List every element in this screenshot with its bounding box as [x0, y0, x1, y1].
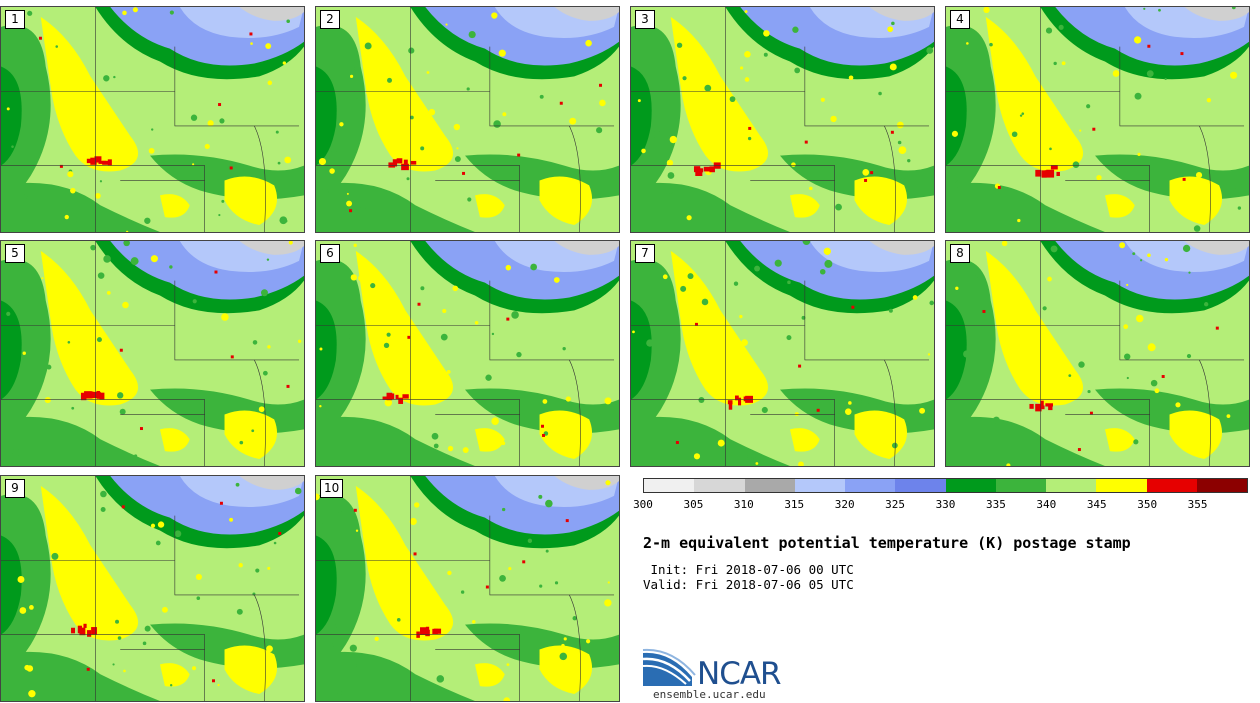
- theta-e-field-map: [1, 7, 304, 232]
- colorbar-tick-label: 300: [633, 498, 653, 511]
- colorbar-segment: [744, 479, 795, 492]
- panel-number: 3: [635, 10, 655, 29]
- colorbar: [643, 478, 1248, 493]
- colorbar-tick-label: 325: [885, 498, 906, 511]
- ensemble-member-panel-5[interactable]: 5: [0, 240, 305, 467]
- theta-e-field-map: [946, 7, 1249, 232]
- panel-number: 8: [950, 244, 970, 263]
- theta-e-field-map: [946, 241, 1249, 466]
- ncar-wordmark[interactable]: NCAR: [697, 656, 782, 692]
- theta-e-field-map: [631, 7, 934, 232]
- colorbar-segment: [1096, 479, 1147, 492]
- theta-e-field-map: [316, 7, 619, 232]
- colorbar-segment: [945, 479, 996, 492]
- panel-number: 5: [5, 244, 25, 263]
- ensemble-member-panel-3[interactable]: 3: [630, 6, 935, 233]
- colorbar-segment: [1046, 479, 1097, 492]
- init-time: Init: Fri 2018-07-06 00 UTC: [643, 562, 854, 577]
- panel-number: 7: [635, 244, 655, 263]
- colorbar-tick-label: 320: [834, 498, 855, 511]
- ensemble-member-panel-4[interactable]: 4: [945, 6, 1250, 233]
- colorbar-segment: [1196, 479, 1247, 492]
- colorbar-tick-label: 340: [1036, 498, 1057, 511]
- colorbar-tick-label: 335: [985, 498, 1006, 511]
- colorbar-tick-label: 350: [1137, 498, 1158, 511]
- colorbar-segment: [845, 479, 896, 492]
- colorbar-tick-label: 330: [935, 498, 956, 511]
- panel-number: 9: [5, 479, 25, 498]
- panel-number: 1: [5, 10, 25, 29]
- panel-number: 10: [320, 479, 344, 498]
- panel-number: 4: [950, 10, 970, 29]
- colorbar-segment: [794, 479, 845, 492]
- run-metadata: Init: Fri 2018-07-06 00 UTC Valid: Fri 2…: [643, 562, 854, 592]
- ensemble-member-panel-6[interactable]: 6: [315, 240, 620, 467]
- panel-number: 2: [320, 10, 340, 29]
- theta-e-field-map: [316, 476, 619, 701]
- colorbar-segment: [995, 479, 1046, 492]
- colorbar-ticks: 300 305 310 315 320 325 330 335 340 345 …: [633, 498, 1248, 514]
- ncar-logo-icon: [642, 648, 696, 686]
- colorbar-tick-label: 305: [683, 498, 704, 511]
- colorbar-tick-label: 310: [733, 498, 754, 511]
- theta-e-field-map: [1, 241, 304, 466]
- ensemble-url[interactable]: ensemble.ucar.edu: [653, 688, 766, 701]
- theta-e-field-map: [631, 241, 934, 466]
- colorbar-tick-label: 315: [784, 498, 805, 511]
- ensemble-member-panel-1[interactable]: 1: [0, 6, 305, 233]
- colorbar-segment: [644, 479, 695, 492]
- colorbar-tick-label: 345: [1086, 498, 1107, 511]
- ensemble-member-panel-9[interactable]: 9: [0, 475, 305, 702]
- colorbar-tick-label: 355: [1187, 498, 1208, 511]
- ensemble-member-panel-2[interactable]: 2: [315, 6, 620, 233]
- ensemble-member-panel-8[interactable]: 8: [945, 240, 1250, 467]
- valid-time: Valid: Fri 2018-07-06 05 UTC: [643, 577, 854, 592]
- colorbar-segment: [694, 479, 745, 492]
- colorbar-segment: [895, 479, 946, 492]
- theta-e-field-map: [316, 241, 619, 466]
- ensemble-member-panel-7[interactable]: 7: [630, 240, 935, 467]
- plot-title: 2-m equivalent potential temperature (K)…: [643, 534, 1131, 552]
- colorbar-segment: [1146, 479, 1197, 492]
- panel-number: 6: [320, 244, 340, 263]
- ensemble-member-panel-10[interactable]: 10: [315, 475, 620, 702]
- theta-e-field-map: [1, 476, 304, 701]
